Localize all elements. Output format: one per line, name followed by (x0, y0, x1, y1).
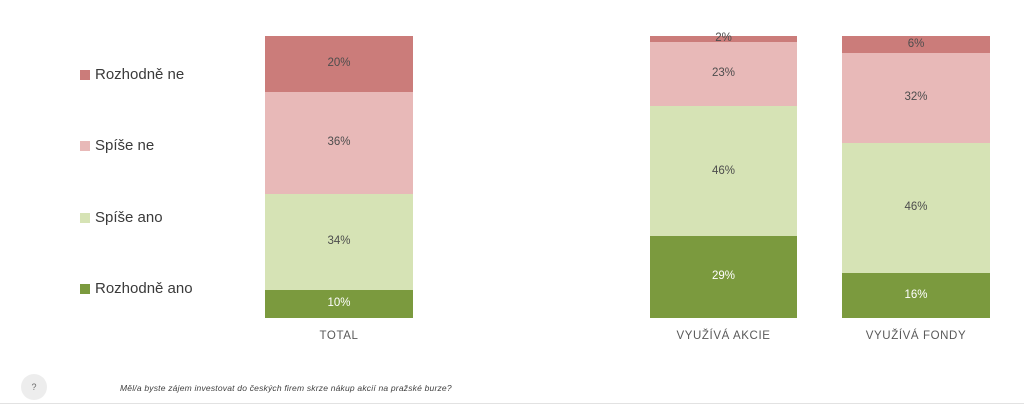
bar-segment: 16% (842, 272, 990, 318)
bar-segment: 29% (650, 236, 797, 318)
survey-question-text: Měl/a byste zájem investovat do českých … (120, 383, 452, 393)
segment-value-label: 34% (327, 235, 351, 248)
stacked-bar: 20% 36% 34% 10% (265, 36, 413, 318)
segment-value-label: 32% (904, 91, 928, 104)
legend-label: Spíše ano (95, 209, 163, 226)
legend-label: Rozhodně ne (95, 66, 185, 83)
bar-segment: 6% (842, 36, 990, 53)
legend-label: Spíše ne (95, 137, 155, 154)
bar-segment: 10% (265, 289, 413, 318)
legend-item: Rozhodně ne (80, 66, 184, 83)
stacked-bar: 6% 32% 46% 16% (842, 36, 990, 318)
legend-label: Rozhodně ano (95, 280, 193, 297)
category-label: TOTAL (319, 330, 359, 342)
bar-segment: 23% (650, 41, 797, 107)
segment-value-label: 23% (711, 67, 736, 80)
category-label: VYUŽÍVÁ AKCIE (676, 330, 771, 342)
legend-item: Rozhodně ano (80, 280, 193, 297)
segment-value-label: 10% (327, 297, 351, 310)
segment-value-label: 20% (327, 57, 351, 70)
bar-segment: 46% (842, 143, 990, 273)
bar-segment: 2% (650, 32, 797, 45)
category-label: VYUŽÍVÁ FONDY (865, 330, 967, 342)
question-mark-glyph: ? (31, 382, 37, 392)
segment-value-label: 2% (715, 32, 732, 45)
segment-value-label: 46% (711, 164, 736, 177)
segment-value-label: 36% (327, 136, 351, 149)
bar-segment: 32% (842, 52, 990, 144)
bar-segment: 36% (265, 92, 413, 194)
segment-value-label: 46% (904, 201, 928, 214)
legend-item: Spíše ne (80, 137, 154, 154)
segment-value-label: 29% (711, 270, 736, 283)
bar-segment: 46% (650, 106, 797, 237)
bar-segment: 20% (265, 36, 413, 93)
legend-swatch-icon (80, 283, 90, 294)
legend-swatch-icon (80, 69, 90, 80)
stacked-bar: 2% 23% 46% 29% (650, 32, 797, 318)
segment-value-label: 16% (904, 288, 928, 301)
legend-swatch-icon (80, 212, 90, 223)
legend-swatch-icon (80, 140, 90, 151)
bar-segment: 34% (265, 193, 413, 290)
segment-value-label: 6% (907, 37, 925, 50)
question-mark-icon: ? (21, 374, 47, 400)
legend-item: Spíše ano (80, 209, 163, 226)
